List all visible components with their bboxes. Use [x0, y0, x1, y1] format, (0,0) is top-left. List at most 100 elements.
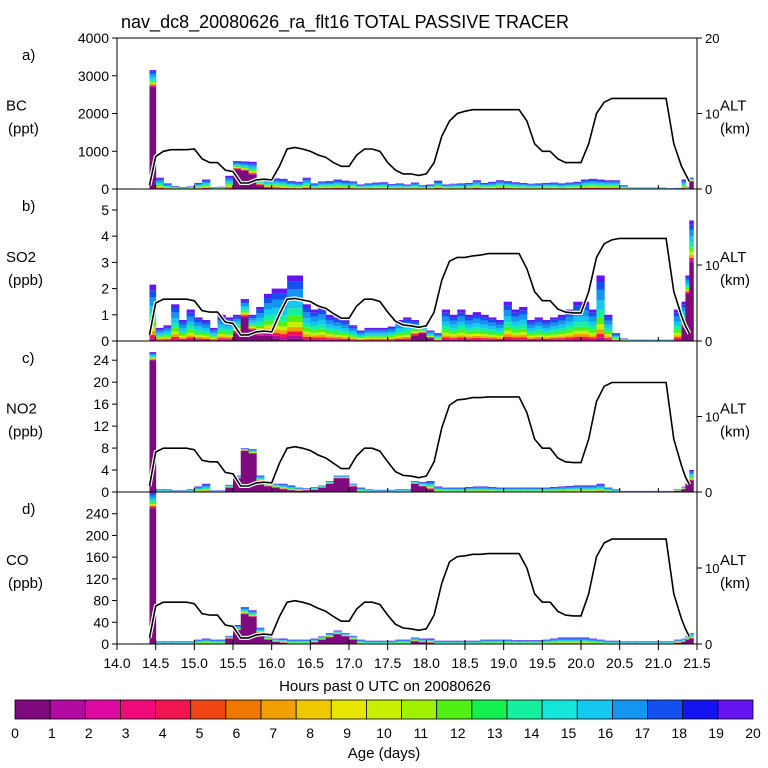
age-band-bar [673, 339, 683, 341]
age-band-bar [472, 186, 481, 188]
age-band-bar [604, 320, 613, 325]
age-band-bar [349, 636, 358, 638]
age-band-bar [240, 608, 249, 610]
x-tick-label: 16.0 [258, 655, 285, 671]
age-band-bar [434, 183, 443, 186]
age-band-bar [163, 186, 172, 188]
age-band-bar [550, 334, 559, 337]
age-band-bar [557, 334, 567, 337]
age-band-bar [217, 641, 226, 643]
age-band-bar [689, 470, 694, 472]
x-tick-label: 14.0 [103, 655, 130, 671]
age-band-bar [673, 321, 683, 326]
age-band-bar [287, 331, 296, 336]
age-band-bar [573, 486, 582, 488]
age-band-bar [426, 333, 435, 335]
age-band-bar [349, 186, 358, 188]
age-band-bar [379, 641, 389, 642]
age-band-bar [240, 306, 249, 309]
age-band-bar [248, 168, 257, 171]
age-band-bar [194, 334, 203, 337]
young-bar [681, 489, 686, 492]
alt-tick-label: 10 [705, 107, 719, 122]
young-bar [333, 478, 342, 492]
age-band-bar [233, 627, 242, 629]
young-bar [240, 170, 249, 189]
age-band-bar [472, 315, 481, 319]
age-band-bar [149, 330, 157, 335]
age-band-bar [387, 641, 396, 642]
age-band-bar [457, 309, 466, 313]
alt-axis-label: ALT [720, 401, 746, 418]
age-band-bar [356, 641, 365, 642]
age-band-bar [325, 184, 335, 186]
age-band-bar [403, 641, 412, 642]
age-band-bar [248, 314, 257, 317]
y-tick-label: 0 [101, 333, 109, 349]
age-band-bar [325, 186, 335, 188]
age-band-bar [287, 486, 296, 488]
colorbar-swatch [576, 699, 613, 720]
age-band-bar [685, 289, 690, 291]
age-band-bar [581, 488, 590, 490]
age-band-bar [263, 186, 273, 187]
age-band-bar [542, 322, 551, 325]
age-band-bar [194, 641, 203, 642]
age-band-bar [194, 489, 203, 491]
age-band-bar [472, 335, 481, 338]
age-band-bar [356, 338, 365, 340]
colorbar-swatch [436, 699, 473, 720]
age-band-bar [302, 641, 311, 643]
age-band-bar [685, 277, 690, 280]
young-bar [271, 641, 280, 644]
age-band-bar [248, 173, 257, 175]
age-band-bar [472, 181, 481, 183]
age-band-bar [550, 322, 559, 327]
colorbar-swatch [401, 699, 438, 720]
age-band-bar [372, 185, 381, 186]
age-band-bar [279, 334, 288, 338]
age-band-bar [588, 186, 597, 188]
age-band-bar [202, 187, 211, 188]
young-bar [302, 490, 311, 492]
age-band-bar [349, 181, 358, 183]
age-band-bar [233, 324, 242, 327]
age-band-bar [685, 275, 690, 278]
age-band-bar [240, 303, 249, 307]
age-band-bar [233, 161, 242, 163]
age-band-bar [511, 329, 520, 333]
age-band-bar [441, 489, 451, 490]
age-band-bar [581, 186, 590, 188]
age-band-bar [395, 335, 404, 338]
age-band-bar [557, 639, 567, 641]
age-band-bar [480, 640, 489, 641]
age-band-bar [387, 334, 396, 336]
age-band-bar [341, 324, 350, 329]
colorbar-tick-label: 10 [376, 725, 392, 741]
age-band-bar [581, 316, 590, 323]
age-band-bar [387, 335, 396, 338]
age-band-bar [248, 320, 257, 323]
age-band-bar [225, 186, 234, 188]
age-band-bar [271, 183, 280, 185]
age-band-bar [689, 178, 694, 180]
age-band-bar [418, 186, 427, 187]
age-band-bar [495, 339, 505, 341]
age-band-bar [349, 185, 358, 187]
young-bar [310, 642, 319, 644]
age-band-bar [550, 326, 559, 330]
age-band-bar [302, 323, 311, 328]
age-band-bar [418, 483, 427, 484]
age-band-bar [542, 184, 551, 186]
age-band-bar [356, 641, 365, 643]
age-band-bar [573, 182, 582, 184]
age-band-bar [550, 639, 559, 640]
age-band-bar [611, 188, 621, 189]
age-band-bar [310, 184, 319, 186]
age-band-bar [202, 322, 211, 325]
age-band-bar [511, 185, 520, 187]
age-band-bar [302, 640, 311, 642]
age-band-bar [565, 637, 574, 639]
age-band-bar [588, 332, 597, 336]
age-band-bar [495, 337, 505, 339]
